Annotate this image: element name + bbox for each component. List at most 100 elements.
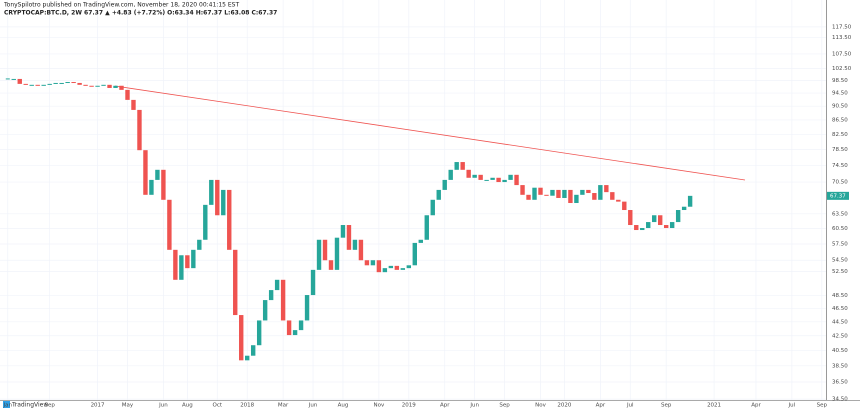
candle-body bbox=[83, 84, 88, 86]
candle-body bbox=[586, 189, 591, 194]
candle-body bbox=[580, 189, 585, 195]
candle-body bbox=[77, 82, 82, 85]
x-tick-label: Sep bbox=[499, 403, 510, 409]
candle-body bbox=[634, 225, 639, 231]
candle-body bbox=[23, 83, 28, 85]
candle-body bbox=[155, 169, 160, 180]
candle-body bbox=[532, 187, 537, 200]
candle-body bbox=[340, 225, 346, 238]
symbol-line: CRYPTOCAP:BTC.D, 2W 67.37 ▲ +4.83 (+7.72… bbox=[4, 10, 277, 17]
y-tick-label: 113.50 bbox=[832, 35, 852, 41]
y-tick-label: 40.50 bbox=[832, 348, 848, 354]
x-tick-label: Jul bbox=[626, 403, 634, 409]
candles bbox=[5, 78, 693, 361]
x-tick-label: 2020 bbox=[557, 403, 571, 409]
candle-body bbox=[209, 179, 214, 205]
x-tick-label: Jun bbox=[158, 403, 168, 409]
candle-body bbox=[250, 345, 256, 356]
candle-body bbox=[640, 228, 645, 231]
candle-body bbox=[292, 330, 298, 336]
y-tick-label: 34.50 bbox=[832, 397, 848, 403]
candle-body bbox=[59, 82, 64, 84]
y-tick-label: 57.50 bbox=[832, 241, 848, 247]
candle-body bbox=[406, 265, 412, 269]
candle-body bbox=[604, 185, 609, 193]
candle-body bbox=[436, 189, 441, 200]
candle-body bbox=[412, 242, 417, 266]
x-tick-label: Nov bbox=[535, 403, 546, 409]
candle-body bbox=[173, 249, 178, 280]
x-tick-label: Apr bbox=[751, 403, 761, 409]
y-tick-label: 48.50 bbox=[832, 293, 848, 299]
y-tick-label: 38.50 bbox=[832, 363, 848, 369]
candle-body bbox=[598, 185, 603, 200]
x-tick-label: 2018 bbox=[240, 403, 254, 409]
x-tick-label: May bbox=[122, 403, 134, 409]
candle-body bbox=[352, 239, 358, 250]
y-tick-label: 74.50 bbox=[832, 163, 848, 169]
candle-body bbox=[544, 194, 549, 196]
candle-body bbox=[161, 169, 166, 200]
y-tick-label: 46.50 bbox=[832, 306, 848, 312]
candle-body bbox=[215, 179, 220, 216]
candle-body bbox=[658, 215, 663, 226]
candle-body bbox=[646, 222, 651, 229]
candle-body bbox=[245, 355, 250, 361]
candle-body bbox=[125, 89, 130, 100]
candle-body bbox=[29, 84, 34, 86]
candle-body bbox=[484, 179, 489, 181]
candle-body bbox=[448, 169, 453, 180]
candle-body bbox=[143, 150, 148, 195]
candle-body bbox=[424, 215, 429, 240]
y-tick-label: 44.50 bbox=[832, 319, 848, 325]
candle-body bbox=[256, 320, 262, 346]
candle-body bbox=[616, 199, 621, 202]
candle-body bbox=[149, 179, 154, 195]
x-tick-label: Mar bbox=[278, 403, 289, 409]
x-tick-label: Jun bbox=[308, 403, 318, 409]
candle-body bbox=[610, 192, 615, 200]
candle-body bbox=[442, 179, 447, 190]
candle-body bbox=[556, 189, 561, 198]
candle-body bbox=[574, 194, 579, 204]
y-tick-label: 102.50 bbox=[832, 66, 852, 72]
x-tick-label: Aug bbox=[182, 403, 193, 409]
brand-logo bbox=[3, 401, 10, 408]
candle-body bbox=[310, 269, 316, 296]
candle-body bbox=[550, 189, 555, 196]
y-tick-label: 82.50 bbox=[832, 132, 848, 138]
candle-body bbox=[107, 84, 112, 88]
candle-body bbox=[316, 239, 322, 270]
candle-body bbox=[233, 249, 238, 316]
x-tick-label: Aug bbox=[338, 403, 349, 409]
candle-body bbox=[119, 85, 124, 90]
y-tick-label: 98.50 bbox=[832, 78, 848, 84]
candle-body bbox=[538, 187, 543, 195]
candle-body bbox=[95, 85, 100, 87]
candle-body bbox=[502, 179, 507, 183]
candle-body bbox=[508, 174, 513, 180]
x-tick-label: 2021 bbox=[707, 403, 721, 409]
y-tick-label: 52.50 bbox=[832, 269, 848, 275]
publisher-line: TonySpilotro published on TradingView.co… bbox=[3, 2, 239, 9]
candle-body bbox=[562, 189, 567, 198]
candle-body bbox=[520, 185, 525, 195]
y-tick-label: 86.50 bbox=[832, 117, 848, 123]
candle-body bbox=[35, 84, 40, 86]
candle-body bbox=[167, 199, 172, 250]
trend-line bbox=[114, 85, 746, 181]
candle-body bbox=[568, 189, 573, 204]
candle-body bbox=[298, 320, 304, 331]
candle-body bbox=[663, 225, 669, 229]
candle-body bbox=[388, 265, 394, 269]
y-tick-label: 54.50 bbox=[832, 258, 848, 264]
candle-body bbox=[53, 82, 58, 84]
candle-body bbox=[304, 295, 310, 321]
y-tick-label: 42.50 bbox=[832, 333, 848, 339]
y-tick-label: 78.50 bbox=[832, 147, 848, 153]
candle-body bbox=[322, 239, 328, 261]
candle-body bbox=[17, 78, 22, 84]
candle-body bbox=[286, 320, 292, 336]
